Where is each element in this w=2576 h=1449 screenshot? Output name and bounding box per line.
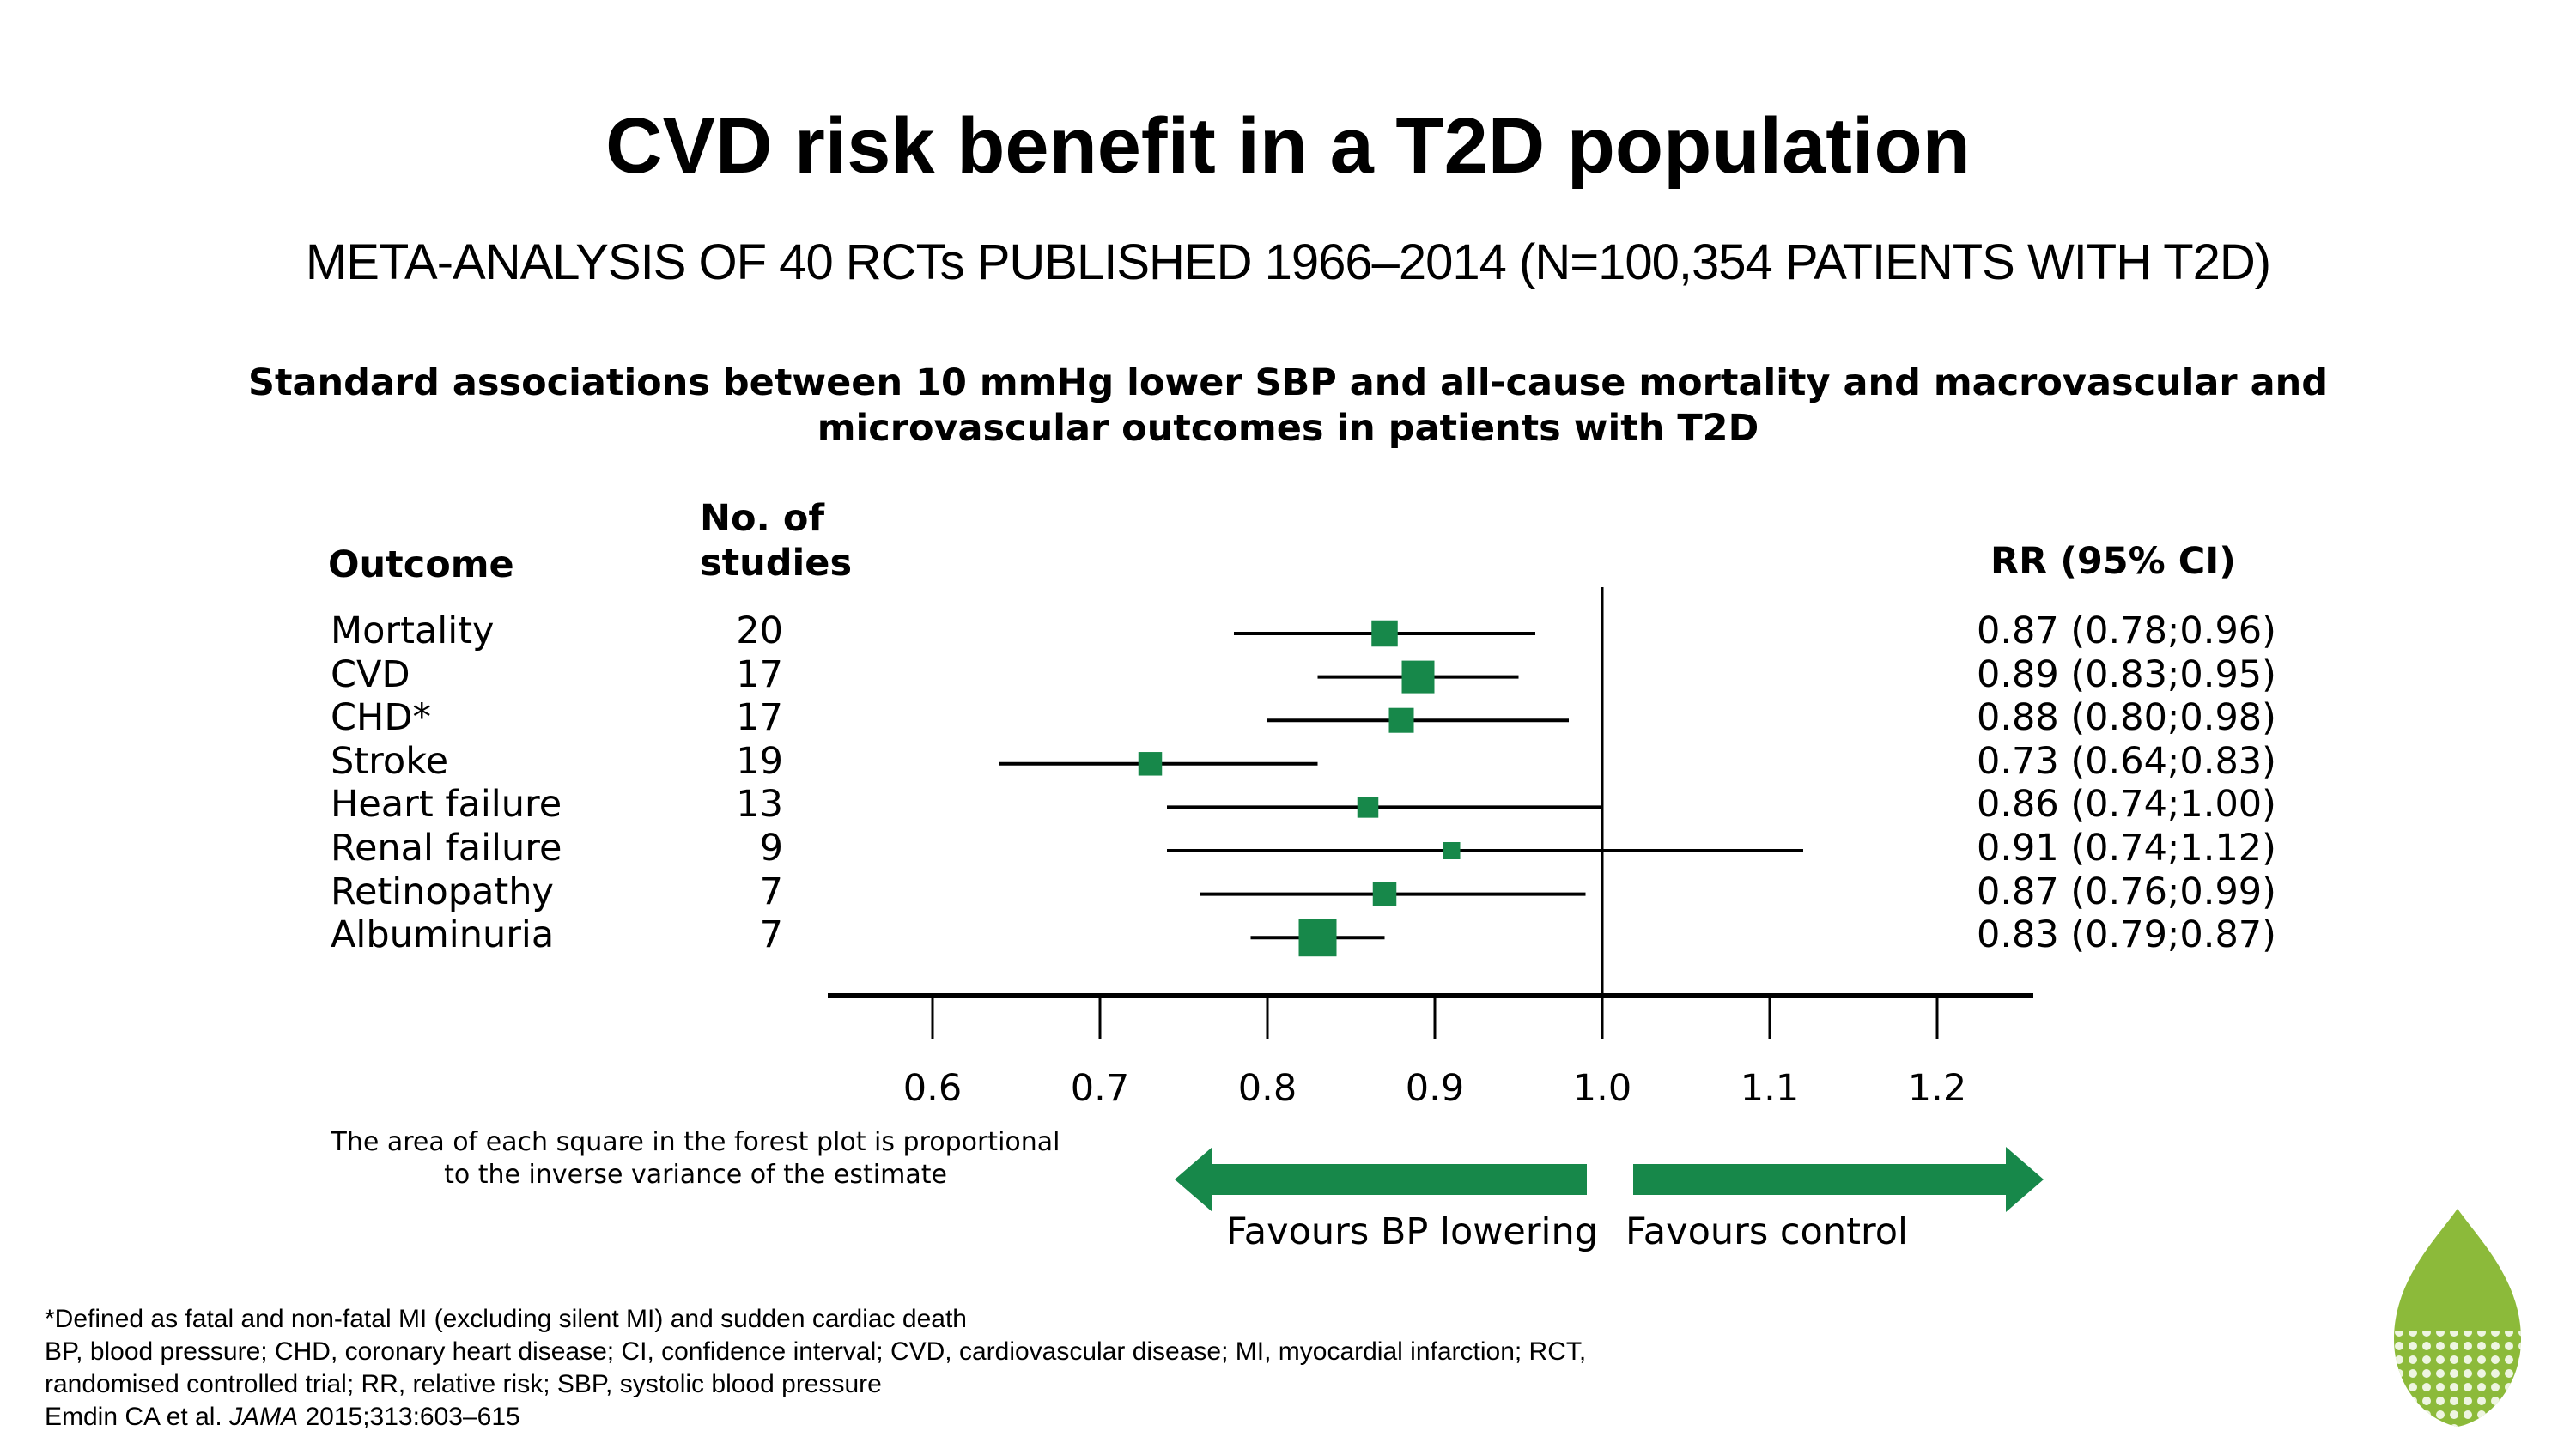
rr-marker xyxy=(1443,842,1461,859)
rr-ci-value: 0.86 (0.74;1.00) xyxy=(1977,783,2276,827)
favours-bp-lowering-arrow xyxy=(1175,1147,1587,1212)
outcome-label: Retinopathy xyxy=(331,870,554,913)
studies-count: 17 xyxy=(736,696,783,740)
rr-ci-value: 0.89 (0.83;0.95) xyxy=(1977,652,2276,696)
footnote-abbreviations-1: BP, blood pressure; CHD, coronary heart … xyxy=(45,1337,1587,1366)
studies-header-line2: studies xyxy=(700,542,853,585)
x-tick-label: 1.0 xyxy=(1573,1067,1631,1110)
reference-details: 2015;313:603–615 xyxy=(298,1403,520,1431)
studies-count: 20 xyxy=(736,609,783,652)
outcome-label: CHD* xyxy=(331,696,431,740)
square-size-note: The area of each square in the forest pl… xyxy=(283,1126,1108,1191)
studies-header: No. of studies xyxy=(700,496,852,585)
x-tick-label: 0.9 xyxy=(1406,1067,1464,1110)
note-line2: to the inverse variance of the estimate xyxy=(444,1160,947,1190)
leaf-logo-icon xyxy=(2394,1209,2521,1427)
rr-ci-value: 0.73 (0.64;0.83) xyxy=(1977,739,2276,783)
rr-ci-value: 0.83 (0.79;0.87) xyxy=(1977,913,2276,957)
rr-marker xyxy=(1371,620,1398,647)
rr-marker xyxy=(1401,660,1435,694)
chart-heading-line2: microvascular outcomes in patients with … xyxy=(817,407,1759,450)
studies-count: 13 xyxy=(736,783,783,827)
rr-ci-value: 0.87 (0.76;0.99) xyxy=(1977,870,2276,913)
chart-heading-line1: Standard associations between 10 mmHg lo… xyxy=(247,361,2329,404)
outcome-label: Renal failure xyxy=(331,827,562,870)
rr-ci-value: 0.87 (0.78;0.96) xyxy=(1977,609,2276,652)
chart-heading: Standard associations between 10 mmHg lo… xyxy=(172,361,2404,452)
outcome-label: Mortality xyxy=(331,609,495,652)
rr-marker xyxy=(1138,752,1163,776)
favour-arrows xyxy=(1175,1147,2044,1212)
rr-header: RR (95% CI) xyxy=(1990,540,2236,583)
rr-marker xyxy=(1298,919,1337,957)
note-line1: The area of each square in the forest pl… xyxy=(331,1127,1060,1157)
x-tick-label: 0.7 xyxy=(1071,1067,1129,1110)
footnote-abbreviations-2: randomised controlled trial; RR, relativ… xyxy=(45,1370,882,1398)
x-tick-label: 0.8 xyxy=(1238,1067,1297,1110)
studies-count: 7 xyxy=(759,870,783,913)
slide-title: CVD risk benefit in a T2D population xyxy=(605,102,1971,190)
rr-marker xyxy=(1357,797,1379,818)
rr-marker xyxy=(1388,707,1414,733)
favours-control-label: Favours control xyxy=(1625,1210,1908,1253)
studies-header-line1: No. of xyxy=(700,497,825,540)
outcome-label: Heart failure xyxy=(331,783,562,827)
outcome-header: Outcome xyxy=(328,543,514,586)
reference-journal: JAMA xyxy=(229,1403,299,1431)
studies-count: 9 xyxy=(759,827,783,870)
x-tick-label: 0.6 xyxy=(903,1067,962,1110)
x-tick-label: 1.2 xyxy=(1908,1067,1966,1110)
studies-count: 19 xyxy=(736,739,783,783)
studies-count: 17 xyxy=(736,652,783,696)
rr-marker xyxy=(1372,882,1397,906)
favours-control-arrow xyxy=(1633,1147,2044,1212)
studies-count: 7 xyxy=(759,913,783,957)
outcome-label: Stroke xyxy=(331,739,449,783)
outcome-label: CVD xyxy=(331,652,410,696)
footnote-reference: Emdin CA et al. JAMA 2015;313:603–615 xyxy=(45,1403,520,1432)
favours-bp-lowering-label: Favours BP lowering xyxy=(1226,1210,1599,1253)
reference-authors: Emdin CA et al. xyxy=(45,1403,230,1431)
rr-ci-value: 0.91 (0.74;1.12) xyxy=(1977,827,2276,870)
rr-ci-value: 0.88 (0.80;0.98) xyxy=(1977,696,2276,740)
footnote-definition: *Defined as fatal and non-fatal MI (excl… xyxy=(45,1305,967,1333)
outcome-label: Albuminuria xyxy=(331,913,555,957)
x-tick-label: 1.1 xyxy=(1741,1067,1799,1110)
slide-subtitle: META-ANALYSIS OF 40 RCTs PUBLISHED 1966–… xyxy=(305,234,2271,290)
